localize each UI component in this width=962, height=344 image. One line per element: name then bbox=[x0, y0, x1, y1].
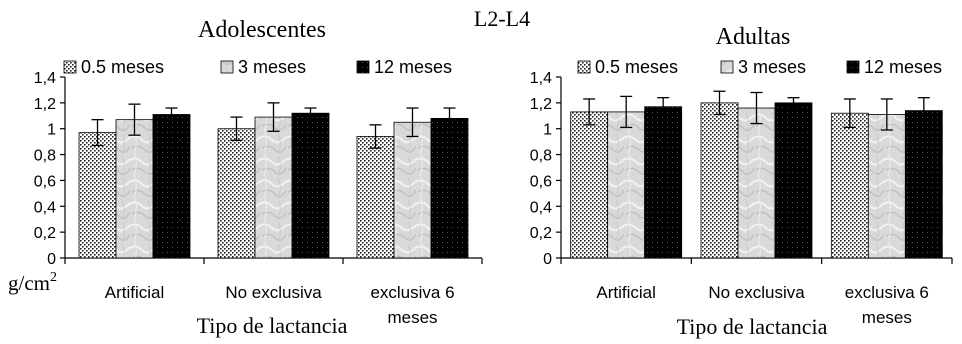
y-tick-label: 0,8 bbox=[34, 148, 56, 165]
legend-item: 0.5 meses bbox=[577, 57, 678, 77]
chart-title: Adolescentes bbox=[198, 17, 326, 43]
legend-label: 12 meses bbox=[864, 57, 942, 77]
bar bbox=[254, 116, 293, 259]
bar bbox=[607, 111, 646, 259]
legend-label: 0.5 meses bbox=[595, 57, 678, 77]
legend-item: 3 meses bbox=[220, 57, 306, 77]
bar bbox=[393, 121, 432, 259]
bar bbox=[774, 102, 813, 259]
bar bbox=[217, 128, 256, 259]
legend-swatch bbox=[577, 60, 591, 74]
y-unit-superscript: 2 bbox=[50, 270, 57, 285]
y-tick-label: 0,4 bbox=[530, 199, 552, 216]
y-tick-label: 0,2 bbox=[530, 225, 552, 242]
x-tick-label: exclusiva 6 meses bbox=[370, 283, 454, 327]
x-axis-label: Tipo de lactancia bbox=[677, 314, 828, 339]
bar bbox=[867, 114, 906, 259]
legend-label: 3 meses bbox=[238, 57, 306, 77]
y-tick-label: 0,8 bbox=[530, 148, 552, 165]
bar bbox=[115, 119, 154, 259]
y-tick-label: 1,2 bbox=[530, 96, 552, 113]
y-unit-text: g/cm bbox=[8, 271, 50, 295]
y-tick-label: 1 bbox=[543, 122, 552, 139]
x-axis-label: Tipo de lactancia bbox=[197, 313, 348, 338]
legend-item: 0.5 meses bbox=[63, 57, 164, 77]
legend-swatch bbox=[846, 60, 860, 74]
legend-item: 3 meses bbox=[720, 57, 806, 77]
y-tick-label: 0,6 bbox=[530, 173, 552, 190]
y-tick-label: 0 bbox=[543, 251, 552, 268]
bar bbox=[737, 107, 776, 259]
y-tick-label: 0 bbox=[47, 251, 56, 268]
y-tick-label: 0,6 bbox=[34, 173, 56, 190]
legend-swatch bbox=[356, 60, 370, 74]
bar bbox=[904, 110, 943, 259]
bar bbox=[152, 114, 191, 259]
legend-label: 0.5 meses bbox=[81, 57, 164, 77]
y-tick-label: 1,4 bbox=[34, 70, 56, 87]
y-tick-label: 1,2 bbox=[34, 96, 56, 113]
legend-swatch bbox=[720, 60, 734, 74]
x-tick-label: Artificial bbox=[105, 283, 165, 302]
figure-title: L2-L4 bbox=[474, 6, 530, 31]
y-unit-label: g/cm2 bbox=[8, 270, 57, 295]
legend-item: 12 meses bbox=[356, 57, 452, 77]
bar bbox=[78, 132, 117, 259]
bar bbox=[356, 136, 395, 259]
bar bbox=[291, 112, 330, 259]
bar bbox=[644, 106, 683, 259]
legend-swatch bbox=[63, 60, 77, 74]
chart-adultas: Adultas 0 0,2 0,4 0,6 0,8 1 1,2 1,4 Artificial No … bbox=[530, 24, 953, 339]
legend-item: 12 meses bbox=[846, 57, 942, 77]
bar bbox=[700, 102, 739, 259]
legend-label: 3 meses bbox=[738, 57, 806, 77]
bar bbox=[430, 117, 469, 259]
x-tick-label: exclusiva 6 meses bbox=[845, 283, 929, 327]
y-tick-label: 0,2 bbox=[34, 225, 56, 242]
chart-title: Adultas bbox=[716, 24, 791, 50]
legend-swatch bbox=[220, 60, 234, 74]
bar bbox=[830, 112, 869, 259]
x-tick-label: No exclusiva bbox=[225, 283, 322, 302]
x-tick-label: No exclusiva bbox=[708, 283, 805, 302]
chart-adolescentes: Adolescentes 0 0,2 0,4 0,6 0,8 1 1,2 1,4 Artifici… bbox=[34, 17, 483, 338]
bar bbox=[570, 111, 609, 259]
legend-label: 12 meses bbox=[374, 57, 452, 77]
y-tick-label: 0,4 bbox=[34, 199, 56, 216]
y-tick-label: 1 bbox=[47, 122, 56, 139]
x-tick-label: Artificial bbox=[596, 283, 656, 302]
y-tick-label: 1,4 bbox=[530, 70, 552, 87]
